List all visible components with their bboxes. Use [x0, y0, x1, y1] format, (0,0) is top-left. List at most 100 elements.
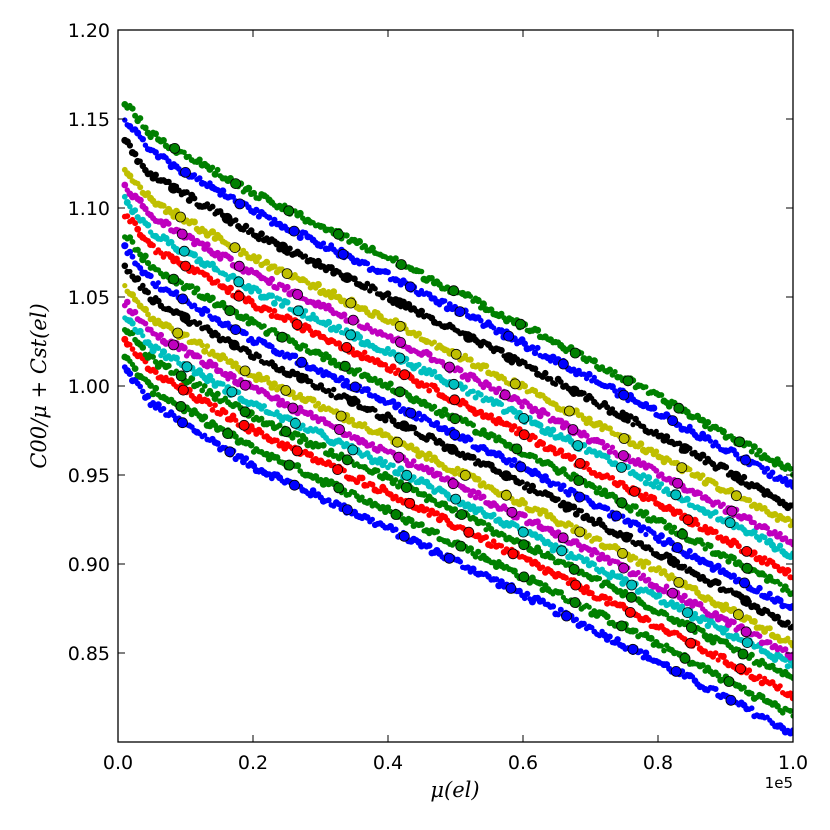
data-point-marker: [622, 375, 634, 387]
data-point: [204, 241, 211, 248]
data-point: [142, 124, 149, 131]
data-point: [220, 381, 226, 387]
data-point: [152, 384, 160, 392]
data-point: [214, 187, 221, 194]
data-point-marker: [168, 273, 180, 285]
data-point: [601, 593, 609, 601]
data-point: [657, 532, 665, 540]
data-point: [444, 412, 451, 418]
data-point: [748, 651, 755, 659]
data-point: [483, 534, 489, 541]
data-point: [784, 515, 791, 523]
data-point: [510, 567, 518, 575]
data-point: [785, 635, 791, 641]
data-point: [598, 439, 606, 446]
data-point: [581, 390, 587, 396]
data-point: [741, 684, 747, 691]
data-point: [190, 218, 198, 226]
data-point: [191, 195, 198, 202]
data-point: [245, 184, 253, 192]
data-point-marker: [333, 482, 345, 494]
data-point: [147, 382, 154, 389]
data-point: [121, 242, 129, 250]
data-point: [704, 419, 712, 426]
data-point: [782, 646, 789, 653]
data-point: [748, 705, 755, 711]
data-point: [784, 567, 792, 574]
data-point: [640, 524, 647, 531]
data-point: [712, 610, 720, 618]
data-point: [443, 305, 451, 313]
data-point: [712, 686, 719, 692]
data-point-marker: [561, 610, 572, 622]
data-point: [314, 281, 322, 289]
data-point-marker: [394, 352, 406, 364]
data-point-marker: [515, 318, 526, 330]
data-point: [603, 453, 611, 461]
data-point: [766, 625, 773, 632]
data-point: [604, 404, 611, 411]
data-point: [609, 444, 616, 450]
y-axis-label: C00/μ + Cst(el): [27, 303, 51, 468]
data-point-marker: [672, 477, 683, 489]
data-point: [789, 694, 793, 702]
data-point: [418, 268, 425, 275]
data-point-marker: [280, 426, 292, 437]
data-point: [774, 613, 781, 621]
data-point-marker: [741, 562, 753, 574]
data-point: [606, 425, 613, 432]
data-point: [777, 474, 783, 481]
data-point: [152, 369, 159, 375]
data-point-marker: [574, 491, 585, 503]
data-point: [317, 351, 324, 358]
data-point: [642, 479, 650, 487]
data-point: [474, 489, 482, 497]
data-point: [746, 667, 753, 674]
data-point: [369, 441, 376, 447]
data-point: [758, 486, 766, 494]
data-point: [750, 618, 758, 625]
data-point: [658, 471, 665, 478]
x-offset-label: 1e5: [765, 774, 793, 792]
data-point: [305, 280, 311, 286]
data-point: [335, 501, 342, 508]
data-point: [328, 392, 335, 399]
data-point: [467, 293, 474, 299]
data-point: [197, 354, 203, 360]
data-point: [160, 137, 167, 144]
data-point-marker: [175, 400, 187, 412]
data-point: [384, 290, 392, 298]
data-point: [756, 584, 763, 592]
data-point-marker: [337, 248, 349, 260]
data-point: [603, 613, 611, 621]
data-point: [126, 142, 133, 149]
data-point: [470, 388, 476, 394]
data-point-marker: [740, 454, 751, 466]
data-point-marker: [673, 577, 685, 588]
data-point-marker: [726, 505, 738, 517]
data-point: [377, 456, 384, 463]
data-point-marker: [455, 540, 467, 552]
data-point: [733, 451, 740, 458]
data-point: [581, 589, 587, 596]
data-point-marker: [169, 142, 181, 154]
data-point: [390, 462, 396, 468]
data-point-marker: [686, 622, 697, 633]
data-point: [201, 413, 209, 421]
data-point: [748, 690, 755, 697]
data-point: [643, 531, 649, 538]
data-point: [157, 331, 164, 339]
data-point-marker: [682, 607, 693, 618]
data-point-marker: [567, 424, 579, 435]
data-point: [199, 342, 205, 349]
data-point: [506, 457, 513, 464]
data-point-marker: [168, 182, 179, 194]
data-point: [532, 453, 538, 460]
data-point-marker: [228, 339, 240, 351]
data-point-marker: [569, 347, 581, 359]
data-point: [583, 556, 590, 563]
data-point-marker: [505, 583, 517, 594]
data-point: [519, 404, 525, 410]
data-point: [134, 246, 141, 253]
data-point-marker: [398, 530, 410, 542]
